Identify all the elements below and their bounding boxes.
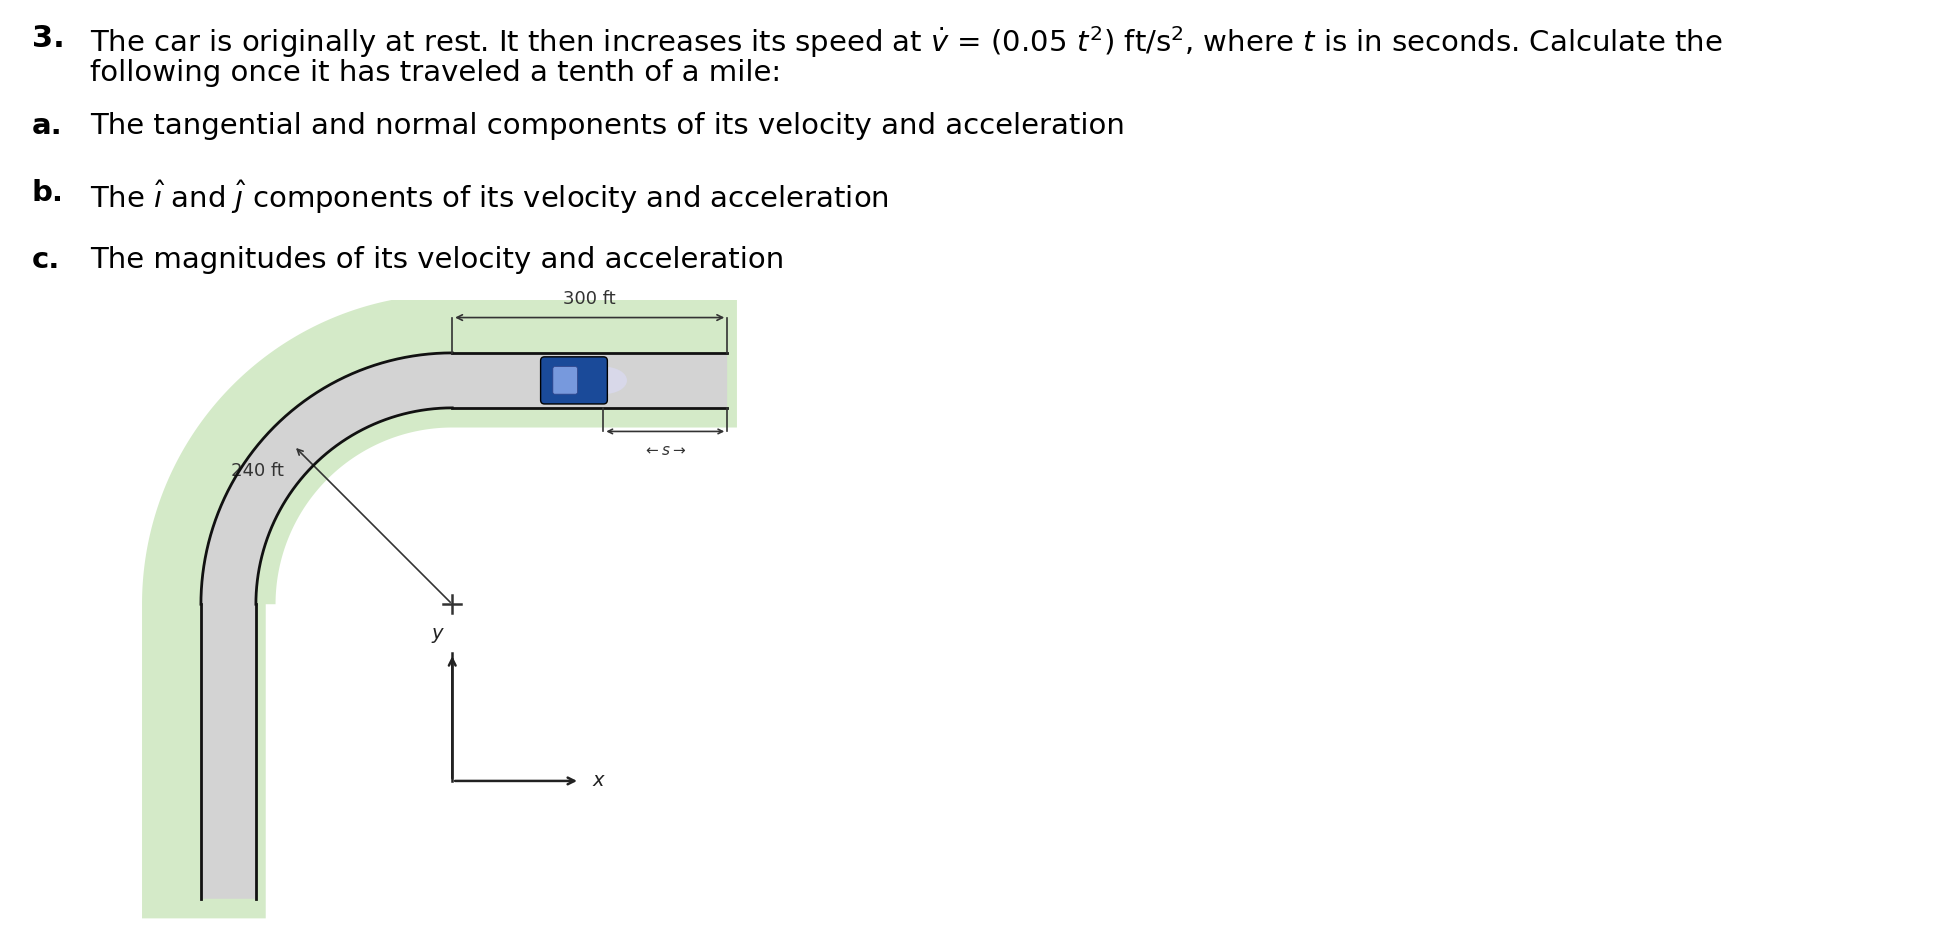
FancyBboxPatch shape bbox=[553, 367, 577, 394]
Text: $\leftarrow s \rightarrow$: $\leftarrow s \rightarrow$ bbox=[644, 444, 687, 458]
Text: following once it has traveled a tenth of a mile:: following once it has traveled a tenth o… bbox=[91, 59, 782, 87]
Polygon shape bbox=[201, 353, 728, 899]
Text: $y$: $y$ bbox=[432, 626, 445, 645]
Text: The magnitudes of its velocity and acceleration: The magnitudes of its velocity and accel… bbox=[91, 246, 784, 274]
Text: The car is originally at rest. It then increases its speed at $\dot{v}$ = (0.05 : The car is originally at rest. It then i… bbox=[91, 24, 1722, 60]
Text: a.: a. bbox=[33, 112, 62, 140]
FancyBboxPatch shape bbox=[540, 357, 608, 404]
Text: The $\hat{\imath}$ and $\hat{\jmath}$ components of its velocity and acceleratio: The $\hat{\imath}$ and $\hat{\jmath}$ co… bbox=[91, 179, 888, 216]
Text: 240 ft: 240 ft bbox=[232, 462, 284, 480]
Text: c.: c. bbox=[33, 246, 60, 274]
Text: 300 ft: 300 ft bbox=[563, 289, 615, 307]
Text: 3.: 3. bbox=[33, 24, 64, 53]
Text: $x$: $x$ bbox=[592, 771, 606, 790]
Text: The tangential and normal components of its velocity and acceleration: The tangential and normal components of … bbox=[91, 112, 1124, 140]
Polygon shape bbox=[141, 294, 737, 919]
Ellipse shape bbox=[580, 367, 627, 394]
Text: b.: b. bbox=[33, 179, 64, 207]
